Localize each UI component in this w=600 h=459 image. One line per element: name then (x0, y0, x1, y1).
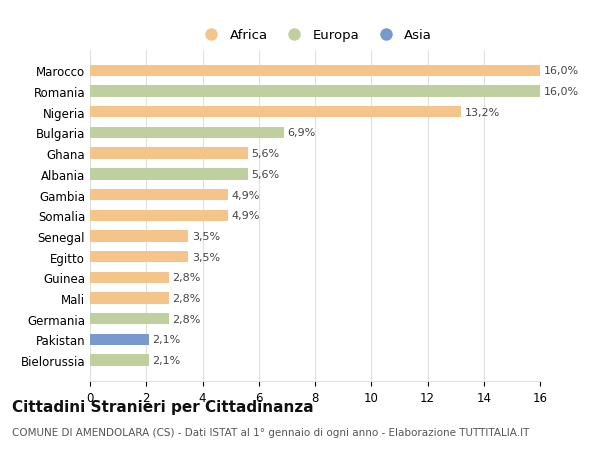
Legend: Africa, Europa, Asia: Africa, Europa, Asia (193, 24, 437, 48)
Bar (90, 128, 284, 139)
Bar (90, 252, 188, 263)
Text: 3,5%: 3,5% (192, 231, 220, 241)
Text: 4,9%: 4,9% (231, 190, 260, 200)
Text: 5,6%: 5,6% (251, 169, 279, 179)
Text: 4,9%: 4,9% (231, 211, 260, 221)
Text: 2,1%: 2,1% (152, 335, 181, 345)
Text: 5,6%: 5,6% (251, 149, 279, 159)
Bar (90, 210, 228, 221)
Bar (90, 293, 169, 304)
Bar (90, 313, 169, 325)
Text: Cittadini Stranieri per Cittadinanza: Cittadini Stranieri per Cittadinanza (12, 399, 314, 414)
Bar (90, 86, 540, 97)
Bar (90, 169, 248, 180)
Bar (90, 334, 149, 345)
Bar (90, 66, 540, 77)
Bar (90, 190, 228, 201)
Text: 16,0%: 16,0% (544, 87, 578, 97)
Bar (90, 272, 169, 283)
Text: COMUNE DI AMENDOLARA (CS) - Dati ISTAT al 1° gennaio di ogni anno - Elaborazione: COMUNE DI AMENDOLARA (CS) - Dati ISTAT a… (12, 427, 529, 437)
Text: 6,9%: 6,9% (287, 128, 316, 138)
Bar (90, 148, 248, 159)
Bar (90, 355, 149, 366)
Text: 2,8%: 2,8% (172, 314, 200, 324)
Text: 3,5%: 3,5% (192, 252, 220, 262)
Text: 2,8%: 2,8% (172, 293, 200, 303)
Text: 2,1%: 2,1% (152, 355, 181, 365)
Bar (90, 107, 461, 118)
Bar (90, 231, 188, 242)
Text: 13,2%: 13,2% (464, 107, 500, 118)
Text: 16,0%: 16,0% (544, 66, 578, 76)
Text: 2,8%: 2,8% (172, 273, 200, 283)
